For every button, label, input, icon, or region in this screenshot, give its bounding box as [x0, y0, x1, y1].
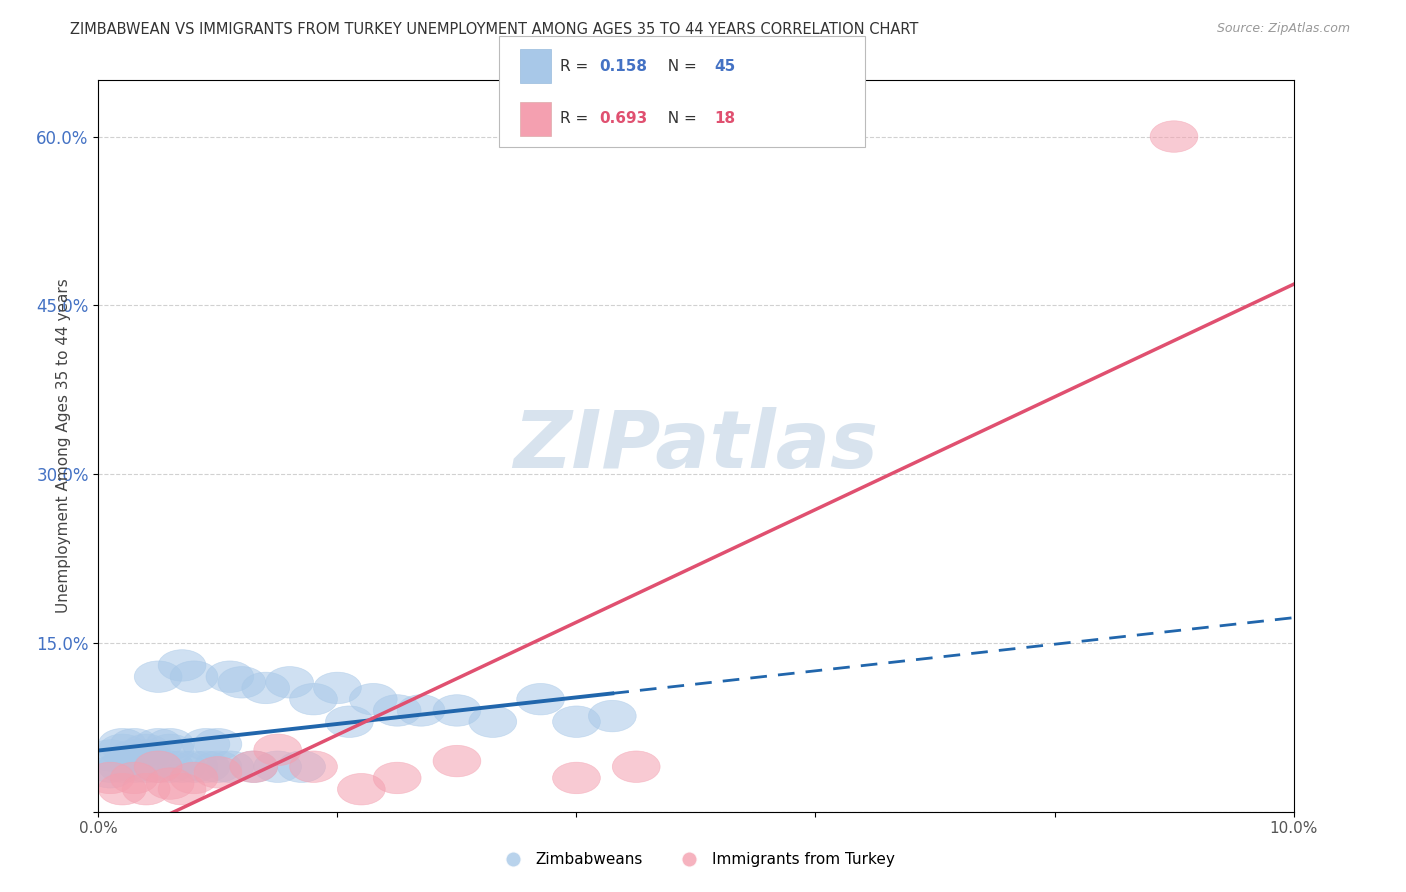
- Ellipse shape: [146, 768, 194, 799]
- Text: ZIPatlas: ZIPatlas: [513, 407, 879, 485]
- Ellipse shape: [146, 729, 194, 760]
- Ellipse shape: [146, 751, 194, 782]
- Ellipse shape: [98, 734, 146, 765]
- Ellipse shape: [337, 773, 385, 805]
- Ellipse shape: [207, 751, 254, 782]
- Ellipse shape: [254, 734, 302, 765]
- Text: N =: N =: [658, 59, 702, 73]
- Ellipse shape: [122, 739, 170, 772]
- Ellipse shape: [98, 729, 146, 760]
- Ellipse shape: [111, 762, 159, 794]
- Legend: Zimbabweans, Immigrants from Turkey: Zimbabweans, Immigrants from Turkey: [491, 847, 901, 873]
- Ellipse shape: [398, 695, 446, 726]
- Ellipse shape: [553, 706, 600, 738]
- Ellipse shape: [170, 661, 218, 692]
- Ellipse shape: [87, 762, 135, 794]
- Ellipse shape: [374, 695, 422, 726]
- Ellipse shape: [98, 751, 146, 782]
- Ellipse shape: [613, 751, 661, 782]
- Ellipse shape: [290, 683, 337, 715]
- Ellipse shape: [266, 666, 314, 698]
- Ellipse shape: [553, 762, 600, 794]
- Text: 0.693: 0.693: [599, 112, 647, 126]
- Ellipse shape: [207, 661, 254, 692]
- Ellipse shape: [170, 762, 218, 794]
- Ellipse shape: [231, 751, 278, 782]
- Ellipse shape: [242, 673, 290, 704]
- Ellipse shape: [159, 751, 207, 782]
- Text: R =: R =: [560, 59, 593, 73]
- Ellipse shape: [433, 695, 481, 726]
- Ellipse shape: [374, 762, 422, 794]
- Ellipse shape: [218, 666, 266, 698]
- Text: ZIMBABWEAN VS IMMIGRANTS FROM TURKEY UNEMPLOYMENT AMONG AGES 35 TO 44 YEARS CORR: ZIMBABWEAN VS IMMIGRANTS FROM TURKEY UNE…: [70, 22, 918, 37]
- Ellipse shape: [111, 751, 159, 782]
- Ellipse shape: [314, 673, 361, 704]
- Ellipse shape: [589, 700, 637, 731]
- Ellipse shape: [159, 773, 207, 805]
- Ellipse shape: [159, 649, 207, 681]
- Ellipse shape: [183, 729, 231, 760]
- Ellipse shape: [135, 751, 183, 782]
- Ellipse shape: [470, 706, 517, 738]
- Ellipse shape: [111, 729, 159, 760]
- Ellipse shape: [170, 751, 218, 782]
- Ellipse shape: [122, 751, 170, 782]
- Ellipse shape: [183, 751, 231, 782]
- Ellipse shape: [87, 751, 135, 782]
- Ellipse shape: [122, 773, 170, 805]
- Text: 18: 18: [714, 112, 735, 126]
- Ellipse shape: [122, 734, 170, 765]
- Ellipse shape: [326, 706, 374, 738]
- Text: 45: 45: [714, 59, 735, 73]
- Ellipse shape: [194, 751, 242, 782]
- Ellipse shape: [87, 756, 135, 789]
- Ellipse shape: [517, 683, 565, 715]
- Ellipse shape: [254, 751, 302, 782]
- Text: N =: N =: [658, 112, 702, 126]
- Text: 0.158: 0.158: [599, 59, 647, 73]
- Ellipse shape: [135, 729, 183, 760]
- Ellipse shape: [135, 751, 183, 782]
- Ellipse shape: [146, 734, 194, 765]
- Ellipse shape: [194, 729, 242, 760]
- Ellipse shape: [290, 751, 337, 782]
- Ellipse shape: [135, 661, 183, 692]
- Ellipse shape: [278, 751, 326, 782]
- Ellipse shape: [111, 739, 159, 772]
- Text: R =: R =: [560, 112, 593, 126]
- Ellipse shape: [433, 746, 481, 777]
- Ellipse shape: [87, 739, 135, 772]
- Ellipse shape: [98, 773, 146, 805]
- Ellipse shape: [231, 751, 278, 782]
- Text: Source: ZipAtlas.com: Source: ZipAtlas.com: [1216, 22, 1350, 36]
- Ellipse shape: [350, 683, 398, 715]
- Text: Unemployment Among Ages 35 to 44 years: Unemployment Among Ages 35 to 44 years: [56, 278, 70, 614]
- Ellipse shape: [1150, 120, 1198, 153]
- Ellipse shape: [194, 756, 242, 789]
